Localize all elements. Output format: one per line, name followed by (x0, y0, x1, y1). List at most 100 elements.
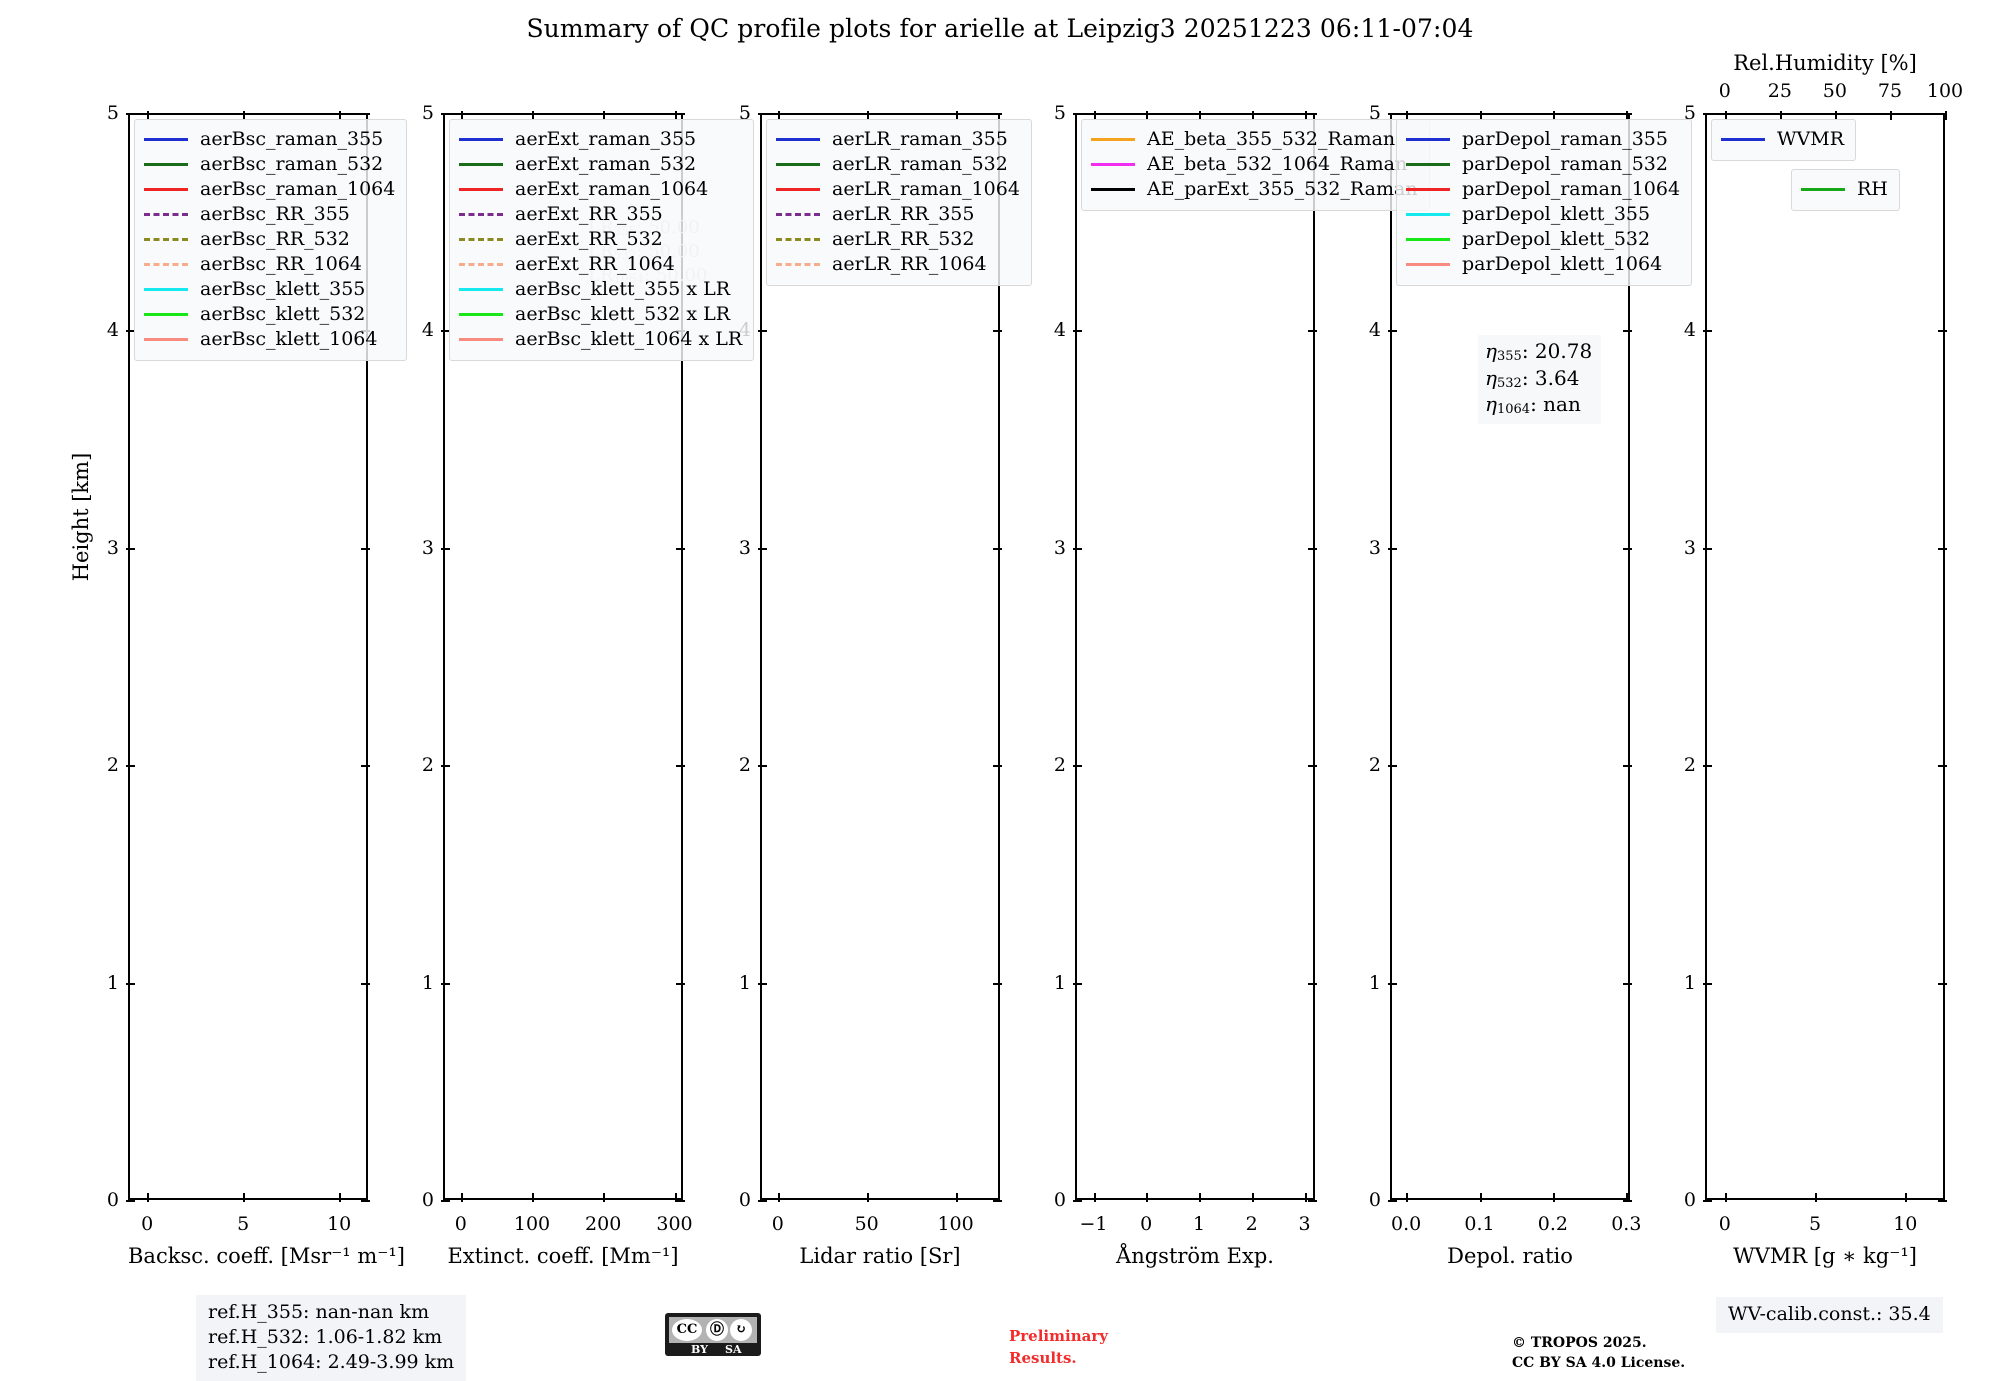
top-x-tick-label: 25 (1767, 80, 1792, 102)
legend-extinction[interactable]: aerExt_raman_355 aerExt_raman_532 aerExt_r… (449, 119, 755, 361)
legend-row: aerExt_RR_532 (459, 227, 742, 252)
y-tick-label: 5 (106, 102, 119, 124)
y-tick-label: 1 (738, 971, 751, 994)
legend-row: aerExt_RR_1064 (459, 252, 742, 277)
x-tick-label: 2 (1245, 1213, 1258, 1235)
legend-swatch (459, 338, 503, 341)
y-tick (758, 547, 767, 550)
y-tick (758, 765, 767, 768)
y-tick-right (361, 765, 370, 768)
legend-wvmr-rh[interactable]: RH (1791, 169, 1900, 211)
y-tick (1703, 765, 1712, 768)
legend-angstrom[interactable]: AE_beta_355_532_Raman AE_beta_532_1064_Ra… (1081, 119, 1430, 211)
y-tick (441, 982, 450, 985)
legend-label: aerBsc_klett_1064 x LR (515, 328, 743, 350)
y-tick-label: 5 (738, 102, 751, 124)
x-tick (1251, 1193, 1254, 1202)
x-tick (1093, 1193, 1096, 1202)
x-tick-label: 5 (237, 1213, 250, 1235)
y-tick-right (1308, 765, 1317, 768)
legend-swatch (144, 213, 188, 216)
x-tick-label: 3 (1298, 1213, 1311, 1235)
legend-swatch (459, 188, 503, 191)
x-tick-top (339, 111, 342, 120)
x-tick-top (532, 111, 534, 120)
legend-swatch (459, 263, 503, 266)
y-tick (441, 330, 450, 333)
tropos-copyright: © TROPOS 2025. CC BY SA 4.0 License. (1512, 1333, 1685, 1374)
legend-row: aerBsc_RR_532 (144, 227, 395, 252)
axes-frame-depol-ratio (1390, 113, 1630, 1200)
legend-swatch (1406, 263, 1450, 266)
x-tick (339, 1193, 342, 1202)
y-tick-label: 4 (421, 319, 434, 342)
top-x-tick-label: 75 (1877, 80, 1903, 102)
cc-icon: CC (672, 1319, 702, 1341)
y-tick (1388, 113, 1397, 115)
legend-row: aerLR_RR_532 (776, 227, 1020, 252)
cc-sa-label: SA (725, 1343, 742, 1356)
y-tick-label: 0 (421, 1189, 434, 1211)
legend-wvmr[interactable]: WVMR (1711, 119, 1857, 161)
legend-label: aerBsc_klett_1064 (200, 328, 378, 350)
x-tick-label: 300 (656, 1213, 693, 1235)
legend-lidar-ratio[interactable]: aerLR_raman_355 aerLR_raman_532 aerLR_rama… (766, 119, 1032, 286)
legend-depol-ratio[interactable]: parDepol_raman_355 parDepol_raman_532 parD… (1396, 119, 1693, 286)
top-axis-title-wvmr: Rel.Humidity [%] (1733, 51, 1917, 75)
y-tick-label: 2 (421, 754, 434, 777)
y-tick (1073, 765, 1082, 768)
x-tick (1199, 1193, 1201, 1202)
y-tick-right (1308, 330, 1317, 333)
legend-swatch (776, 238, 820, 241)
y-tick-label: 0 (106, 1189, 119, 1211)
x-tick-label: 0 (771, 1213, 784, 1235)
x-tick (1724, 1193, 1727, 1202)
y-tick-label: 5 (1053, 102, 1066, 124)
legend-label: aerLR_RR_1064 (832, 253, 987, 275)
legend-row: WVMR (1721, 127, 1844, 152)
y-tick (1703, 547, 1712, 550)
x-tick-label: 0 (1140, 1213, 1153, 1235)
plot-panel-depol-ratio: 0.0 0.1 0.2 0.3 0 1 2 3 4 5 Depol. ratio parDepol_r… (1369, 102, 1693, 1268)
y-tick (1073, 547, 1082, 550)
y-tick (441, 765, 450, 768)
y-tick-right (1623, 113, 1632, 115)
y-tick-right (993, 765, 1002, 768)
plot-panel-extinction: 0 100 200 300 0 1 2 3 4 5 Extinct. coeff. [Mm⁻¹] ae… (422, 102, 755, 1268)
y-tick-right (361, 982, 370, 985)
legend-swatch (144, 188, 188, 191)
preliminary-line: Preliminary (1009, 1327, 1108, 1345)
y-tick-right (1308, 547, 1317, 550)
legend-row: RH (1801, 177, 1888, 202)
legend-row: aerBsc_raman_532 (144, 152, 395, 177)
x-tick-top (1304, 111, 1307, 120)
y-tick-right (1623, 1200, 1632, 1202)
x-tick-label: 0.1 (1464, 1213, 1495, 1235)
legend-swatch (459, 313, 503, 316)
legend-swatch (1406, 213, 1450, 216)
legend-swatch (459, 163, 503, 166)
x-tick-label: 1 (1192, 1213, 1206, 1235)
legend-backscatter[interactable]: aerBsc_raman_355 aerBsc_raman_532 aerBsc_r… (134, 119, 408, 361)
legend-row: aerExt_RR_355 (459, 202, 742, 227)
x-tick-top (1479, 111, 1482, 120)
y-tick (441, 1200, 450, 1202)
x-tick (866, 1193, 869, 1202)
y-tick (1388, 982, 1397, 985)
legend-label: AE_beta_532_1064_Raman (1147, 153, 1408, 175)
legend-swatch (144, 313, 188, 316)
top-x-tick-label: 100 (1926, 80, 1964, 102)
figure-title: Summary of QC profile plots for arielle … (526, 14, 1474, 43)
y-tick-label: 2 (1053, 754, 1066, 777)
x-tick-label: −1 (1079, 1213, 1108, 1235)
x-tick-top (460, 111, 463, 120)
y-tick-label: 3 (421, 536, 434, 559)
axes-frame-wvmr (1705, 113, 1945, 1200)
legend-swatch (776, 163, 820, 166)
legend-label: aerBsc_RR_355 (200, 203, 350, 225)
legend-label: aerBsc_klett_532 x LR (515, 303, 731, 325)
x-tick-label: 100 (513, 1213, 551, 1235)
y-tick-right (1308, 1200, 1317, 1202)
y-tick (1703, 1200, 1712, 1202)
